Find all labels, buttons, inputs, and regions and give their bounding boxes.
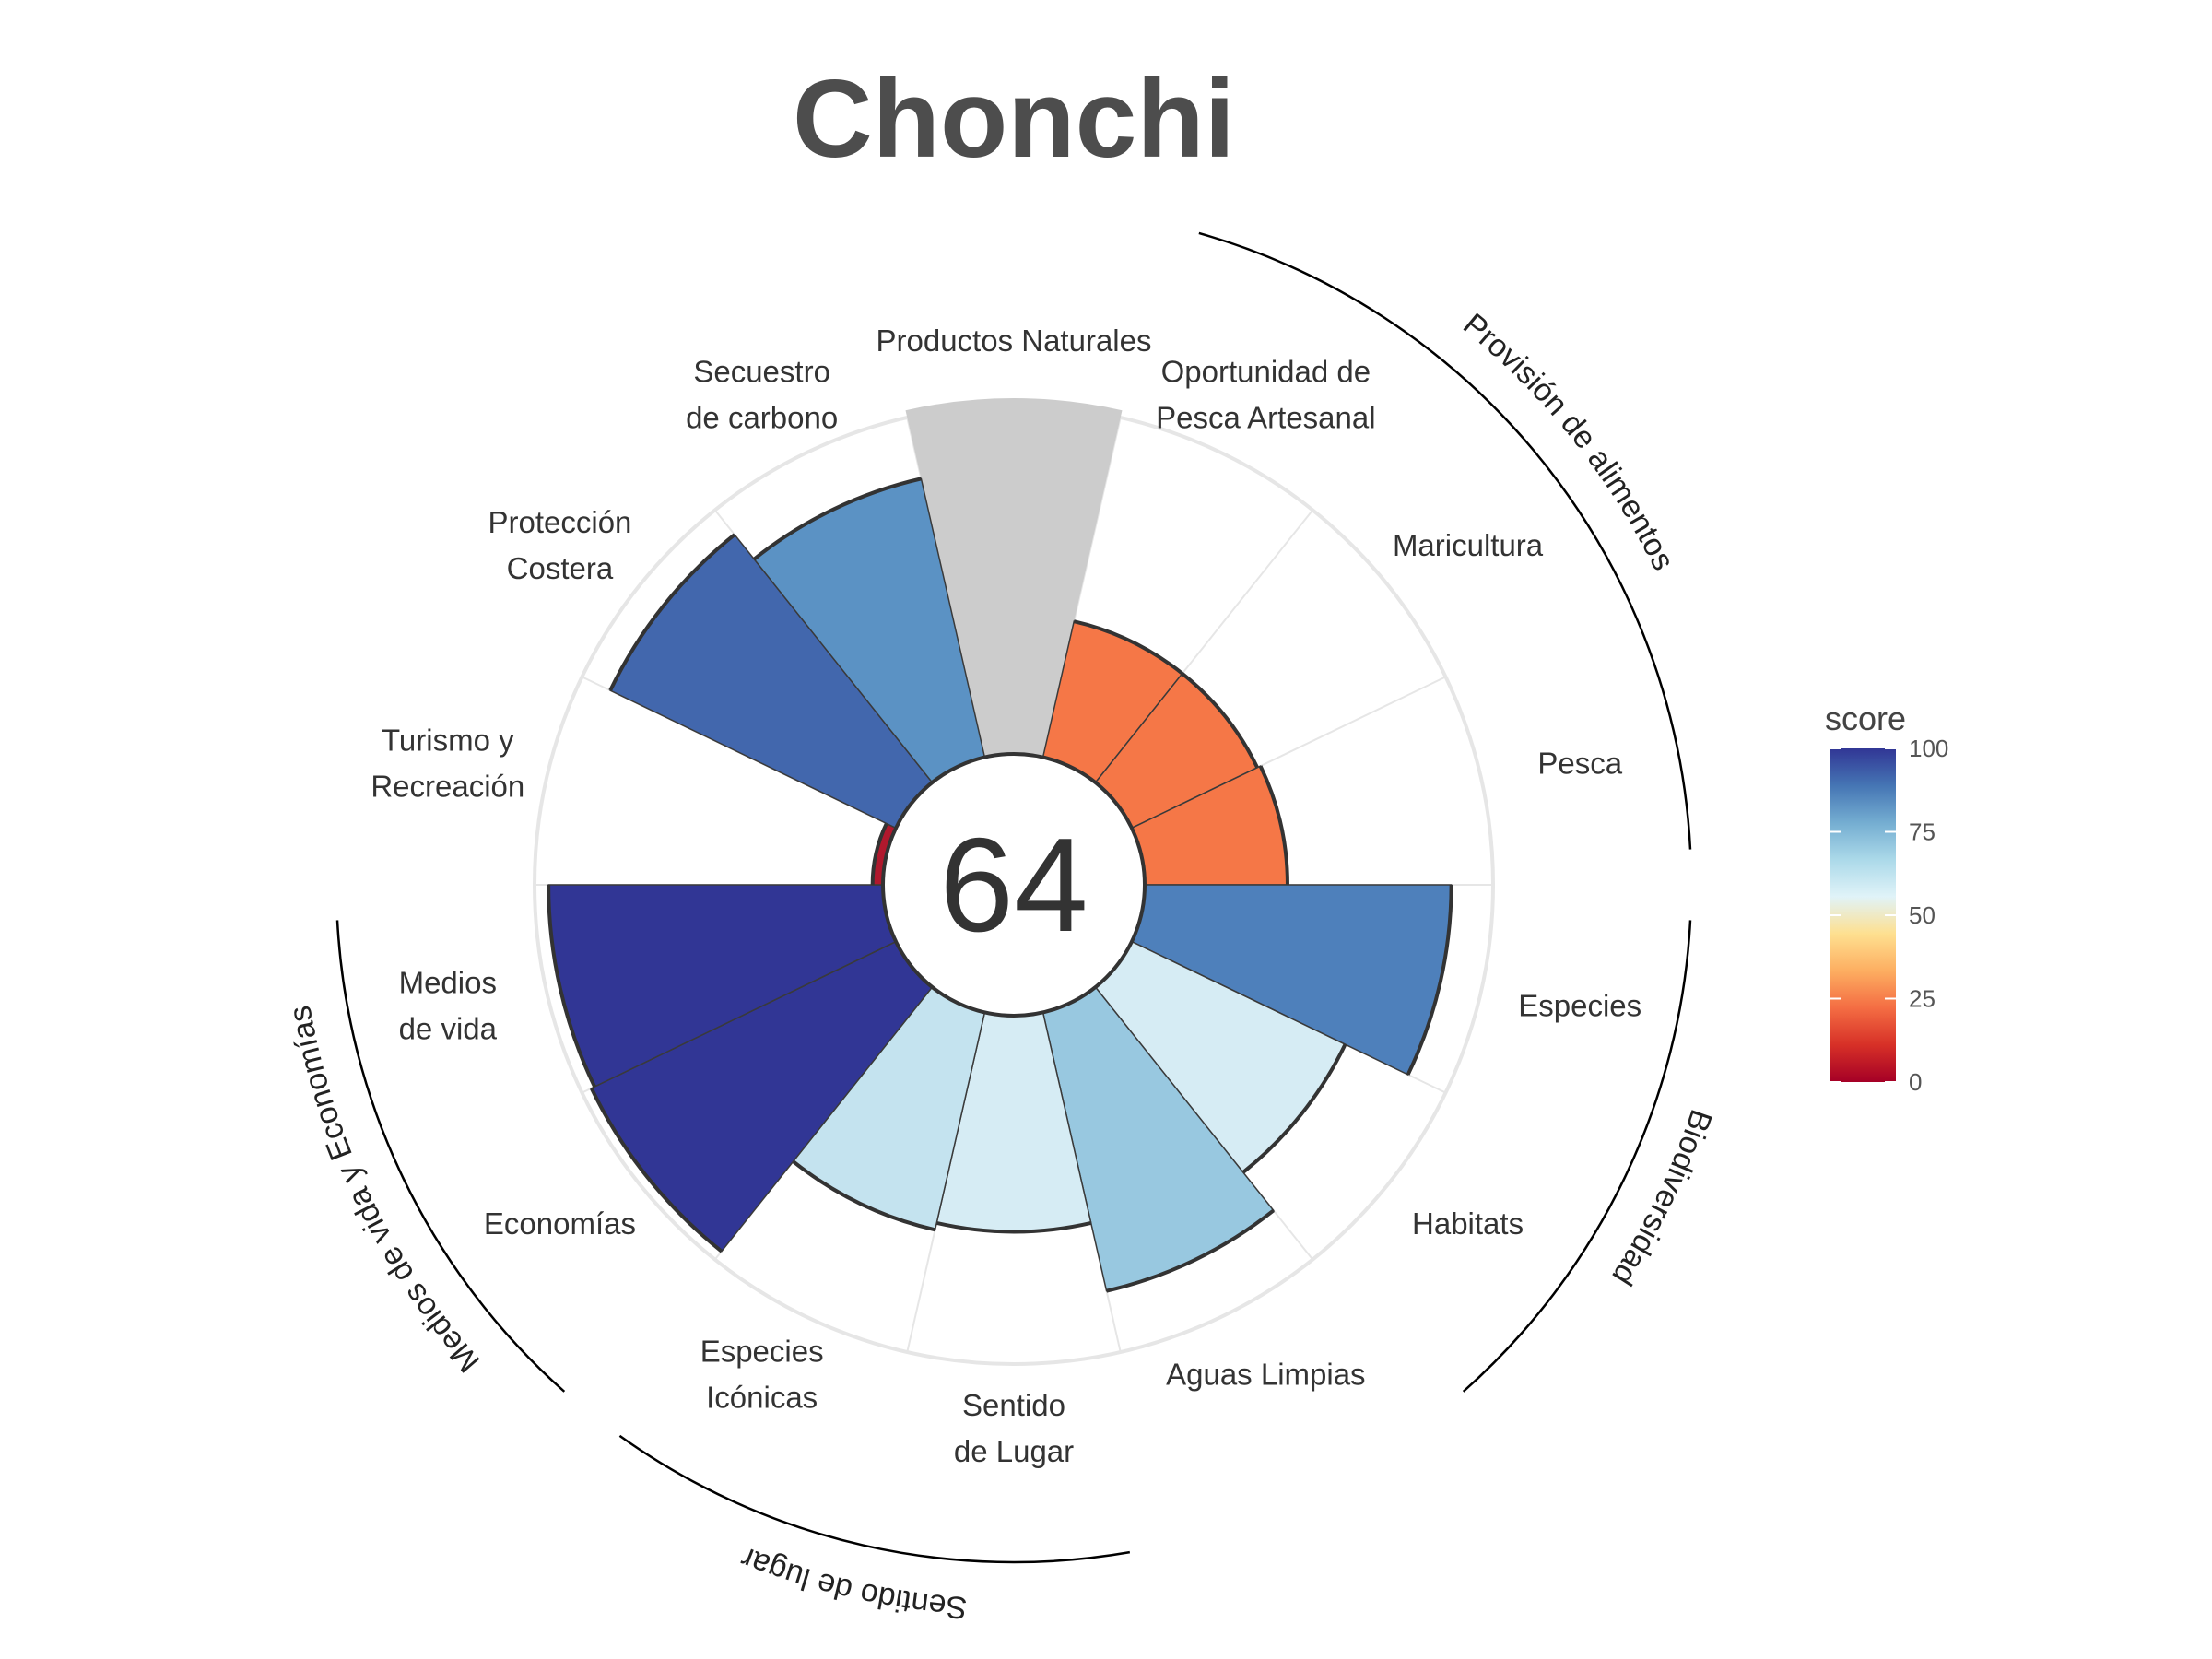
category-label: Especies Icónicas: [700, 1335, 824, 1415]
category-label-line: Recreación: [371, 770, 524, 804]
category-label: Maricultura: [1393, 528, 1544, 562]
category-label-line: Especies: [700, 1335, 824, 1369]
petal-productos-naturales: [905, 398, 1123, 758]
legend-title: score: [1825, 700, 1906, 737]
category-label-line: Economías: [484, 1206, 636, 1241]
category-label: Protección Costera: [488, 505, 631, 585]
category-label-line: Icónicas: [706, 1381, 818, 1415]
category-label-line: Productos Naturales: [877, 324, 1152, 358]
group-arc: [1198, 231, 1692, 850]
category-label: Habitats: [1412, 1206, 1524, 1241]
group-label: Sentido de lugar: [735, 1540, 968, 1625]
category-label: Oportunidad de Pesca Artesanal: [1156, 354, 1375, 434]
group-label-text: Medios de vida y Economías: [282, 1003, 487, 1379]
category-label: Productos Naturales: [877, 324, 1152, 358]
group-arc: [618, 1434, 1131, 1564]
category-label: Especies: [1518, 988, 1641, 1022]
category-label-line: Oportunidad de: [1161, 354, 1371, 388]
category-label: Aguas Limpias: [1166, 1358, 1365, 1392]
petal-proteccion-costera-edge: [608, 533, 736, 692]
group-label: Medios de vida y Economías: [282, 1003, 487, 1379]
category-label: Economías: [484, 1206, 636, 1241]
category-label-line: Sentido: [962, 1388, 1065, 1422]
category-label-line: Medios: [399, 965, 497, 999]
category-labels: Productos Naturales Oportunidad de Pesca A…: [371, 324, 1641, 1468]
legend-tick-label: 0: [1909, 1068, 1922, 1096]
petal-pesca-edge: [1258, 765, 1289, 886]
legend-tick-label: 100: [1909, 735, 1948, 762]
category-label-line: Costera: [507, 551, 614, 585]
petal-turismo-y-recreacion-edge: [870, 822, 888, 886]
petal-medios-de-vida-edge: [547, 884, 596, 1088]
category-label-line: Secuestro: [693, 354, 830, 388]
petal-secuestro-de-carbono-edge: [752, 477, 922, 561]
category-label-line: Especies: [1518, 988, 1641, 1022]
chart-petals: [547, 398, 1453, 1293]
group-label: Biodiversidad: [1605, 1105, 1719, 1291]
category-label-line: Protección: [488, 505, 631, 539]
petal-maricultura-edge: [1181, 672, 1259, 769]
petal-economias-edge: [589, 1087, 724, 1253]
center-score-badge: 64: [881, 752, 1147, 1018]
group-arc: [335, 920, 566, 1393]
category-label-line: Turismo y: [382, 724, 514, 758]
category-label-line: Habitats: [1412, 1206, 1524, 1241]
category-label-line: Aguas Limpias: [1166, 1358, 1365, 1392]
page-title: Chonchi: [793, 57, 1235, 181]
category-label: Medios de vida: [399, 965, 498, 1045]
category-label-line: Pesca: [1537, 747, 1622, 781]
legend-tick-label: 75: [1909, 818, 1936, 846]
petal-oportunidad-de-pesca-artesanal-edge: [1073, 619, 1184, 676]
petal-sentido-de-lugar-edge: [935, 1220, 1092, 1234]
category-label-line: de carbono: [686, 400, 838, 434]
category-label-line: Maricultura: [1393, 528, 1544, 562]
category-label-line: de vida: [399, 1011, 498, 1045]
group-label-text: Sentido de lugar: [735, 1540, 968, 1625]
category-label: Pesca: [1537, 747, 1622, 781]
petal-habitats-edge: [1241, 1043, 1347, 1174]
group-arc: [1462, 920, 1692, 1393]
category-label-line: de Lugar: [954, 1434, 1074, 1468]
center-score: 64: [939, 810, 1088, 959]
score-legend: score 100 75 50 25 0: [1825, 700, 1948, 1096]
category-label: Sentido de Lugar: [954, 1388, 1074, 1468]
petal-especies-iconicas-edge: [792, 1159, 936, 1232]
category-label: Turismo y Recreación: [371, 724, 524, 804]
legend-tick-label: 25: [1909, 985, 1936, 1013]
group-label-text: Biodiversidad: [1605, 1105, 1719, 1291]
petal-aguas-limpias-edge: [1106, 1208, 1276, 1293]
category-label: Secuestro de carbono: [686, 354, 838, 434]
legend-tick-label: 50: [1909, 901, 1936, 929]
category-label-line: Pesca Artesanal: [1156, 400, 1375, 434]
center-circle: [881, 752, 1147, 1018]
petal-especies-edge: [1406, 884, 1453, 1076]
